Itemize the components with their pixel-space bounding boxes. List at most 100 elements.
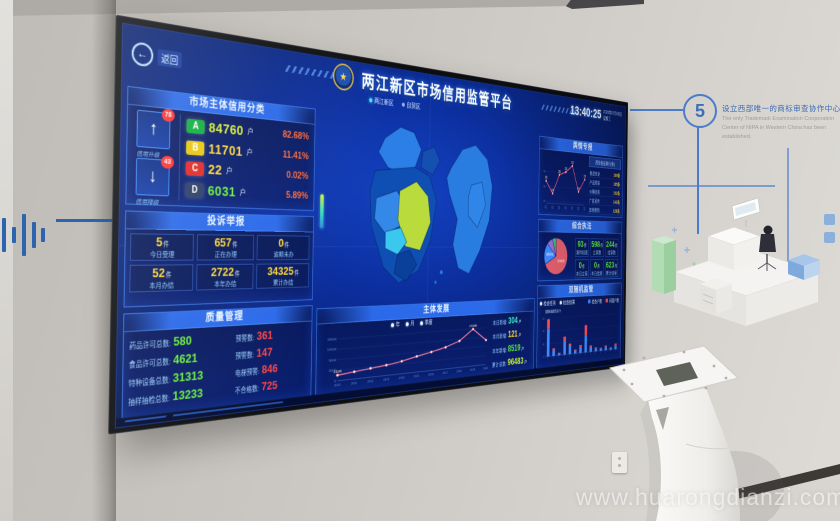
quality-warning-cell: 预警数: 361	[236, 326, 308, 344]
stat-value: 5件	[156, 235, 169, 250]
svg-text:17898: 17898	[469, 324, 477, 329]
credit-trend-icons: ↑ 78 信用升级 ↓ 43 信用降级	[131, 109, 175, 200]
stat-value: 0件	[594, 260, 600, 270]
warning-value: 846	[262, 361, 278, 376]
option-check-result[interactable]: 检查结果	[560, 299, 575, 307]
svg-text:338: 338	[571, 161, 574, 165]
legend-square-icon	[588, 299, 590, 303]
grade-percent: 11.41%	[283, 150, 311, 163]
svg-text:40: 40	[543, 343, 545, 346]
tab-quanqu[interactable]: 两江新区	[369, 96, 393, 108]
svg-text:256: 256	[545, 175, 548, 179]
enforcement-pie-chart: 市场监管城管执法	[541, 232, 571, 279]
stat-value: 121	[508, 329, 518, 340]
sentiment-category: 其他类别	[589, 206, 599, 213]
quality-grid: 药品许可总数: 580 预警数: 361 食品许可总数: 4621 预警数: 147 特种设备总…	[123, 321, 312, 406]
credit-grade-row: D 6031 户 5.89%	[185, 182, 310, 203]
stat-label: 本日立案	[576, 271, 588, 278]
stat-unit: 户	[524, 358, 527, 365]
grade-count: 84760	[209, 120, 244, 139]
wall-timeline-line	[56, 219, 113, 222]
development-stat-row: 本年新增: 8519 户	[492, 341, 530, 355]
svg-text:2020: 2020	[483, 367, 488, 370]
sentiment-list-rows: 食品安全 190条 产品质量 165条 价格收费 152条 广告宣传 143条 其他类别 128条	[588, 168, 621, 215]
warning-value: 361	[257, 328, 273, 342]
svg-text:2015: 2015	[414, 374, 420, 377]
legend-checked: 检查户数	[588, 297, 602, 304]
legend-month[interactable]: 月	[406, 319, 415, 327]
quality-value: 580	[173, 333, 192, 348]
district-map[interactable]	[359, 114, 507, 301]
stat-label: 本日新增:	[493, 319, 508, 327]
svg-text:2018: 2018	[456, 370, 461, 373]
stat-label: 累计办结	[273, 278, 293, 287]
wall-isometric-illustration	[646, 176, 840, 336]
legend-year[interactable]: 年	[391, 320, 400, 329]
enforcement-stat-cell: 0件 本日立案	[575, 259, 589, 278]
sentiment-line-chart: 160 230 300 1月 2月 3月 4月 5月 6月 7月 256 198 289 305338 21…	[541, 151, 588, 213]
development-stat-row: 累计总数: 96483 户	[492, 355, 530, 369]
upgrade-badge: 78	[162, 108, 175, 122]
stat-label: 立案数	[593, 250, 601, 257]
wall-step-title-en: The only Trademark Examination Cooperati…	[722, 115, 840, 141]
complaint-stat-cell: 52件 本月办结	[129, 264, 193, 292]
map-region-2[interactable]	[421, 146, 440, 176]
grade-chip: B	[186, 140, 204, 156]
enforcement-grid: 93件 案件线索 598件 立案数 244件 结案数 0件 本日立案 0件 本日结案 623件 累计结…	[573, 235, 620, 270]
sentiment-count: 152条	[613, 189, 620, 196]
option-label: 检查任务	[543, 299, 555, 307]
wall-waveform-graphic	[0, 211, 47, 259]
stat-unit: 件	[163, 241, 169, 248]
complaint-stat-cell: 0件 逾期未办	[257, 235, 310, 260]
enforcement-stat-cell: 0件 本日结案	[590, 259, 603, 277]
legend-problem: 问题户数	[606, 296, 620, 303]
enforcement-stat-cell: 93件 案件线索	[575, 238, 589, 257]
complaint-stat-cell: 2722件 本年办结	[196, 264, 254, 291]
grade-count: 11701	[208, 141, 243, 159]
legend-label: 问题户数	[609, 296, 619, 303]
quality-value: 31313	[173, 368, 203, 385]
grade-percent: 5.89%	[286, 190, 310, 202]
grade-count: 6031	[208, 183, 236, 200]
stat-unit: 件	[166, 272, 172, 279]
development-stat-row: 本日新增: 304 户	[493, 314, 531, 327]
tab-label: 自贸区	[406, 101, 420, 111]
svg-text:198: 198	[551, 188, 554, 192]
district-map-area[interactable]	[317, 109, 537, 303]
stat-value: 0件	[278, 236, 289, 249]
legend-label: 年	[396, 320, 400, 328]
svg-text:7月: 7月	[583, 207, 585, 211]
tab-zimaoqu[interactable]: 自贸区	[402, 100, 421, 111]
sentiment-chart-area: 160 230 300 1月 2月 3月 4月 5月 6月 7月 256 198 289 305 338 21…	[541, 151, 588, 213]
stat-unit: 件	[584, 244, 587, 249]
quality-label: 药品许可总数:	[129, 338, 171, 352]
stat-label: 累计结案	[606, 270, 617, 277]
grade-percent: 0.02%	[286, 170, 310, 182]
svg-text:289: 289	[558, 169, 560, 173]
stat-unit: 件	[582, 265, 585, 270]
warning-label: 预警数:	[236, 333, 255, 344]
stat-value: 0件	[579, 260, 585, 270]
credit-dashboard: ← 返回 ★ 两江新区市场信用监管平台 13:40:25 2020年07月08日…	[115, 23, 626, 429]
led-wall-display: ← 返回 ★ 两江新区市场信用监管平台 13:40:25 2020年07月08日…	[108, 15, 628, 435]
tab-dot-icon	[402, 102, 405, 106]
svg-text:2012: 2012	[367, 380, 373, 384]
wall-step-en-line2: Center of NIPA in Western China has been…	[722, 125, 826, 140]
sentiment-category: 食品安全	[590, 169, 600, 176]
stat-label: 逾期未办	[273, 250, 293, 259]
enforcement-pie-area: 市场监管 城管执法	[540, 234, 572, 278]
showroom-scene: 5 设立西部唯一的商标审查协作中心。 The only Trademark Ex…	[0, 0, 840, 521]
option-check-task[interactable]: 检查任务	[540, 299, 556, 307]
stat-label: 本月办结	[149, 281, 174, 291]
panel-complaints: 投诉举报 5件 今日受理 657件 正在办理 0件 逾期未办 52件 本月办结 2722件 本年办…	[124, 210, 314, 307]
stat-unit: 件	[597, 265, 600, 270]
enforcement-stat-cell: 244件 结案数	[605, 239, 618, 257]
stat-value: 96483	[508, 356, 524, 368]
svg-text:6月: 6月	[577, 206, 579, 210]
sentiment-category: 广告宣传	[589, 197, 599, 204]
wall-left-edge	[0, 0, 13, 521]
legend-quarter[interactable]: 季度	[420, 318, 432, 327]
svg-text:0: 0	[543, 356, 544, 359]
complaint-stat-cell: 5件 今日受理	[130, 233, 194, 261]
svg-text:1月: 1月	[545, 205, 547, 209]
